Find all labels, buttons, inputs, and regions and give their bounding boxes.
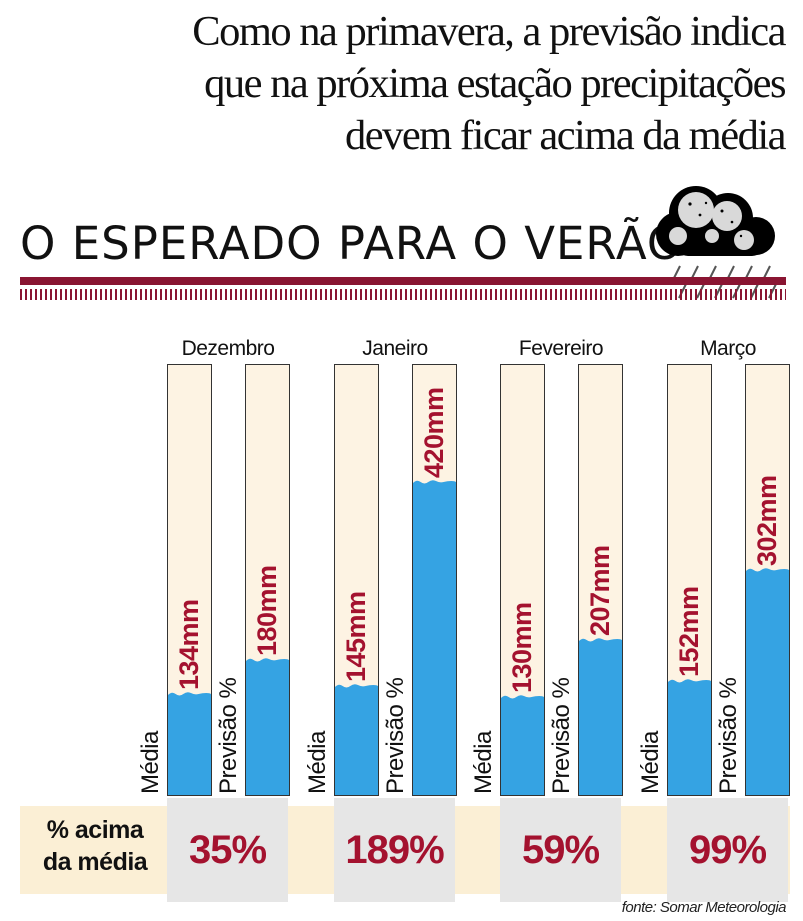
bar-wave-shape	[168, 692, 211, 698]
bar-wave	[746, 567, 789, 574]
percent-row-label: % acima da média	[42, 816, 148, 876]
bar-value-label: 134mm	[174, 599, 204, 690]
bar-wave	[246, 658, 289, 664]
percent-above-value: 35%	[188, 828, 267, 872]
month-label: Dezembro	[181, 337, 275, 360]
bar-wave-shape	[413, 480, 456, 487]
bar-fill	[746, 571, 789, 795]
series-axis-label: Previsão %	[382, 677, 409, 794]
bar-media	[667, 364, 712, 796]
series-axis-label: Previsão %	[548, 677, 575, 794]
series-axis-label: Média	[304, 731, 331, 794]
bar-value-label: 145mm	[341, 591, 371, 682]
bar-fill	[668, 682, 711, 795]
bar-wave	[168, 692, 211, 698]
bar-wave-shape	[501, 695, 544, 701]
bar-fill	[579, 641, 622, 795]
percent-cell: 35%	[167, 798, 288, 902]
bar-media	[334, 364, 379, 796]
bar-wave-shape	[335, 683, 378, 690]
bar-fill	[413, 484, 456, 795]
bar-previsao	[245, 364, 290, 796]
bar-previsao	[578, 364, 623, 796]
bar-wave	[413, 480, 456, 487]
month-label: Março	[700, 337, 756, 360]
series-axis-label: Previsão %	[715, 677, 742, 794]
bar-media	[167, 364, 212, 796]
percent-cell: 59%	[500, 798, 621, 902]
source-credit: fonte: Somar Meteorologia	[621, 899, 787, 916]
bar-wave-shape	[579, 638, 622, 644]
bar-wave-shape	[746, 567, 789, 574]
bar-wave	[668, 678, 711, 685]
bar-value-label: 420mm	[419, 387, 449, 479]
month-label: Fevereiro	[518, 337, 604, 360]
series-axis-label: Média	[637, 731, 664, 794]
bar-wave	[579, 638, 622, 644]
bar-fill	[168, 695, 211, 795]
title-rule-ticks	[20, 289, 786, 300]
percent-cell: 99%	[667, 798, 788, 902]
series-axis-label: Previsão %	[215, 677, 242, 794]
bar-fill	[246, 661, 289, 795]
series-axis-label: Média	[137, 731, 164, 794]
percent-cell: 189%	[334, 798, 455, 902]
bar-fill	[501, 698, 544, 795]
rain-cloud-icon	[656, 186, 777, 299]
bar-value-label: 180mm	[252, 565, 282, 656]
percent-above-value: 189%	[345, 828, 444, 872]
bar-value-label: 207mm	[585, 545, 615, 636]
section-title: O ESPERADO PARA O VERÃO*	[20, 217, 707, 270]
bar-fill	[335, 687, 378, 795]
headline: Como na primavera, a previsão indica que…	[192, 8, 786, 159]
title-rule	[20, 277, 786, 285]
series-axis-label: Média	[470, 731, 497, 794]
percent-above-value: 59%	[521, 828, 600, 872]
bar-wave-shape	[246, 658, 289, 664]
bar-previsao	[745, 364, 790, 796]
bar-wave	[501, 695, 544, 701]
bar-wave	[335, 683, 378, 690]
bar-wave-shape	[668, 678, 711, 685]
percent-above-value: 99%	[688, 828, 767, 872]
bar-previsao	[412, 364, 457, 796]
bar-value-label: 130mm	[507, 602, 537, 693]
bar-media	[500, 364, 545, 796]
bar-value-label: 152mm	[674, 585, 704, 677]
month-label: Janeiro	[362, 337, 428, 360]
bar-value-label: 302mm	[752, 474, 782, 566]
